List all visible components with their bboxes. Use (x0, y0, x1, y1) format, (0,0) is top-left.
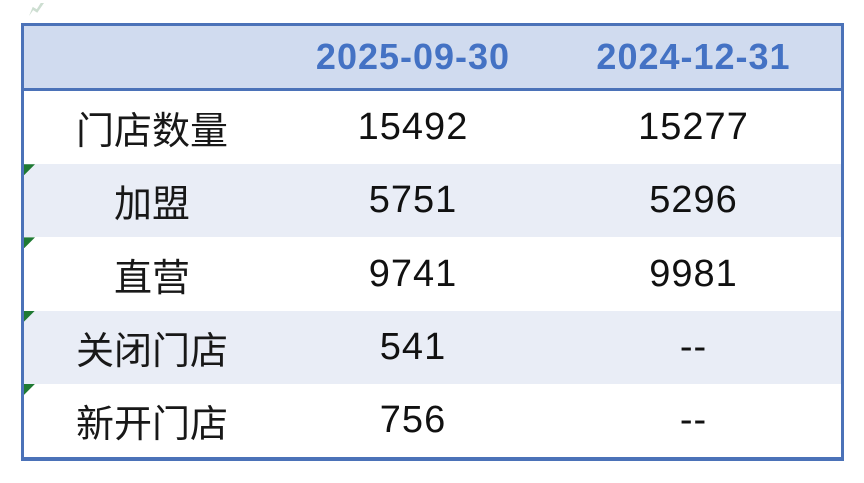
row-value-cell[interactable]: 5296 (649, 179, 738, 222)
cell-flag-icon (24, 164, 35, 176)
row-label-cell[interactable]: 门店数量 (75, 111, 228, 154)
row-label-cell[interactable]: 关闭门店 (75, 330, 228, 373)
row-value-cell[interactable]: 756 (379, 398, 447, 441)
store-count-table: 2025-09-30 2024-12-31 门店数量 15492 15277 加… (21, 23, 844, 461)
row-label-cell[interactable]: 加盟 (113, 184, 190, 227)
cell-flag-icon (24, 237, 35, 249)
table-row: 门店数量 15492 15277 (24, 91, 841, 165)
header-cell-period-2[interactable]: 2024-12-31 (596, 36, 791, 77)
row-value-cell[interactable]: 541 (379, 325, 447, 368)
header-cell-period-1[interactable]: 2025-09-30 (315, 36, 511, 77)
row-value-cell[interactable]: -- (679, 398, 708, 441)
table-row: 新开门店 756 -- (24, 383, 841, 458)
row-value-cell[interactable]: 15492 (357, 106, 469, 149)
header-cell-blank[interactable] (24, 26, 280, 88)
cell-flag-icon (24, 383, 35, 395)
table-row: 加盟 5751 5296 (24, 164, 841, 238)
row-value-cell[interactable]: 9741 (368, 252, 458, 295)
table-row: 关闭门店 541 -- (24, 310, 841, 384)
stray-green-mark-icon (29, 3, 44, 16)
row-value-cell[interactable]: 5751 (368, 179, 458, 222)
row-value-cell[interactable]: 15277 (638, 106, 749, 149)
row-label-cell[interactable]: 新开门店 (75, 403, 228, 446)
row-label-cell[interactable]: 直营 (113, 257, 190, 300)
table-row: 直营 9741 9981 (24, 237, 841, 311)
row-value-cell[interactable]: 9981 (649, 252, 738, 295)
row-value-cell[interactable]: -- (679, 325, 708, 368)
cell-flag-icon (24, 310, 35, 322)
table-header-row: 2025-09-30 2024-12-31 (24, 26, 841, 91)
